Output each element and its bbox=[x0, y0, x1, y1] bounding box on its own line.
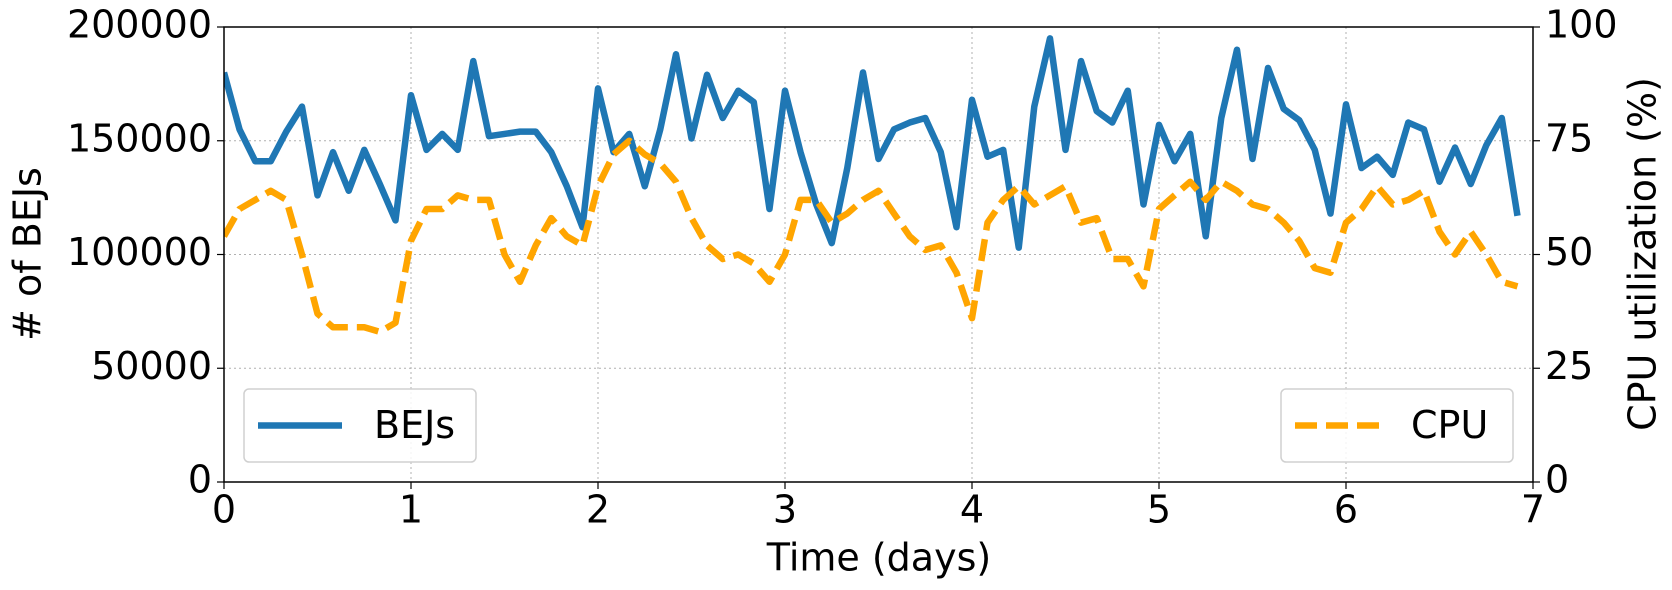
y-axis-label: # of BEJs bbox=[6, 167, 50, 341]
legend-label: CPU bbox=[1411, 403, 1488, 447]
plot-frame bbox=[223, 26, 1534, 483]
x-tick-label: 1 bbox=[399, 488, 423, 532]
y2-tick-label: 75 bbox=[1545, 116, 1593, 160]
y-tick-label: 150000 bbox=[67, 116, 212, 160]
legend-label: BEJs bbox=[374, 403, 455, 447]
y-tick-label: 0 bbox=[188, 458, 212, 502]
y-tick-label: 100000 bbox=[67, 230, 212, 274]
x-tick-label: 4 bbox=[960, 488, 984, 532]
series-line bbox=[224, 137, 1519, 336]
x-tick-label: 3 bbox=[773, 488, 797, 532]
y2-axis-label: CPU utilization (%) bbox=[1621, 77, 1665, 431]
legend: BEJs bbox=[243, 388, 477, 463]
series-line bbox=[224, 35, 1521, 251]
y2-tick-label: 25 bbox=[1545, 344, 1593, 388]
y-tick-label: 50000 bbox=[91, 344, 212, 388]
legend-box bbox=[1280, 388, 1514, 463]
x-tick-label: 0 bbox=[212, 488, 236, 532]
x-tick-label: 5 bbox=[1147, 488, 1171, 532]
y-tick-label: 200000 bbox=[67, 3, 212, 47]
y2-tick-label: 100 bbox=[1545, 3, 1618, 47]
y2-tick-label: 0 bbox=[1545, 458, 1569, 502]
legend-box bbox=[243, 388, 477, 463]
x-tick-label: 2 bbox=[586, 488, 610, 532]
legend: CPU bbox=[1280, 388, 1514, 463]
x-axis-label: Time (days) bbox=[766, 536, 991, 580]
y2-tick-label: 50 bbox=[1545, 230, 1593, 274]
x-tick-label: 6 bbox=[1334, 488, 1358, 532]
x-tick-label: 7 bbox=[1521, 488, 1545, 532]
